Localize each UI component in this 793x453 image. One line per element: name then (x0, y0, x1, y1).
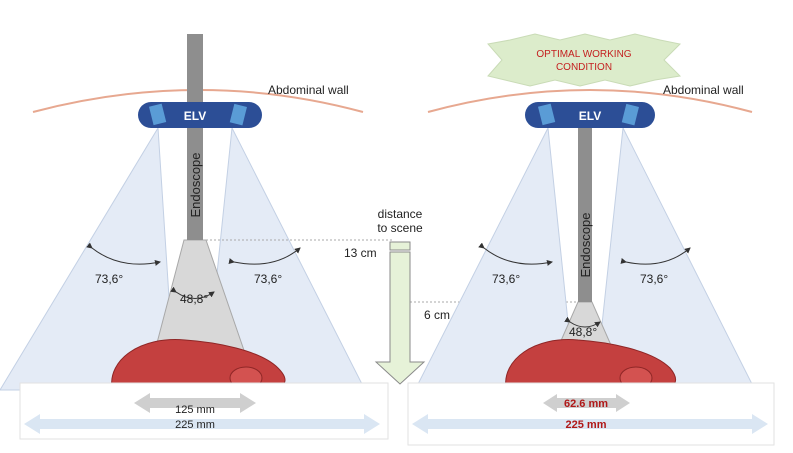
distance-arrow-stack (389, 241, 411, 251)
right-endoscope-width-arrow (543, 394, 630, 412)
right-camera-width-arrow (412, 414, 768, 434)
right-elv-camera-left (538, 103, 556, 126)
left-measurement-box (19, 382, 389, 440)
left-angle-arc-endoscope (170, 286, 215, 299)
distance-arrow (374, 251, 426, 385)
right-endoscope-width-label: 62.6 mm (564, 398, 608, 410)
right-angle-arc-right (620, 247, 691, 265)
left-panel: ELV Endoscope Abdominal wall 73,6° 73,6°… (0, 34, 389, 440)
left-elv-camera-right (229, 103, 247, 126)
right-measurement-box (407, 382, 775, 446)
left-endoscope-shaft (187, 34, 203, 240)
left-elv-label: ELV (184, 109, 206, 123)
left-endoscope-width-arrow (134, 393, 256, 413)
left-endoscope-angle: 48,8° (180, 292, 208, 306)
distance-label-line1: distance (378, 207, 423, 221)
left-endoscope-label: Endoscope (188, 152, 203, 217)
right-elv-camera-right (621, 103, 639, 126)
distance-label-line2: to scene (377, 221, 423, 235)
right-camera-width-label: 225 mm (566, 419, 607, 431)
right-abdominal-wall (427, 89, 753, 113)
right-distance-value: 6 cm (424, 308, 450, 322)
right-camera-angle-right: 73,6° (640, 272, 668, 286)
right-elv-label: ELV (579, 109, 601, 123)
left-angle-arc-right (228, 247, 301, 265)
left-elv-camera-left (149, 103, 167, 126)
right-abdominal-wall-label: Abdominal wall (663, 83, 744, 97)
left-camera-angle-left: 73,6° (95, 272, 123, 286)
right-angle-arc-left (478, 242, 553, 266)
right-endoscope-angle: 48,8° (569, 325, 597, 339)
optimal-banner (487, 33, 682, 87)
left-camera-angle-right: 73,6° (254, 272, 282, 286)
left-endoscope-width-label: 125 mm (175, 404, 215, 416)
right-panel: OPTIMAL WORKING CONDITION ELV Endoscope … (407, 33, 775, 446)
optimal-label-line2: CONDITION (556, 62, 612, 73)
distance-indicator: distance to scene 13 cm 6 cm (206, 207, 578, 385)
left-camera-width-arrow (24, 414, 380, 434)
left-camera-width-label: 225 mm (175, 419, 215, 431)
left-distance-value: 13 cm (344, 246, 377, 260)
right-endoscope-shaft (578, 118, 592, 302)
right-camera-angle-left: 73,6° (492, 272, 520, 286)
left-abdominal-wall-label: Abdominal wall (268, 83, 349, 97)
right-endoscope-label: Endoscope (578, 212, 593, 277)
right-angle-arc-endoscope (564, 316, 601, 328)
optimal-label-line1: OPTIMAL WORKING (536, 49, 631, 60)
left-angle-arc-left (86, 242, 161, 266)
